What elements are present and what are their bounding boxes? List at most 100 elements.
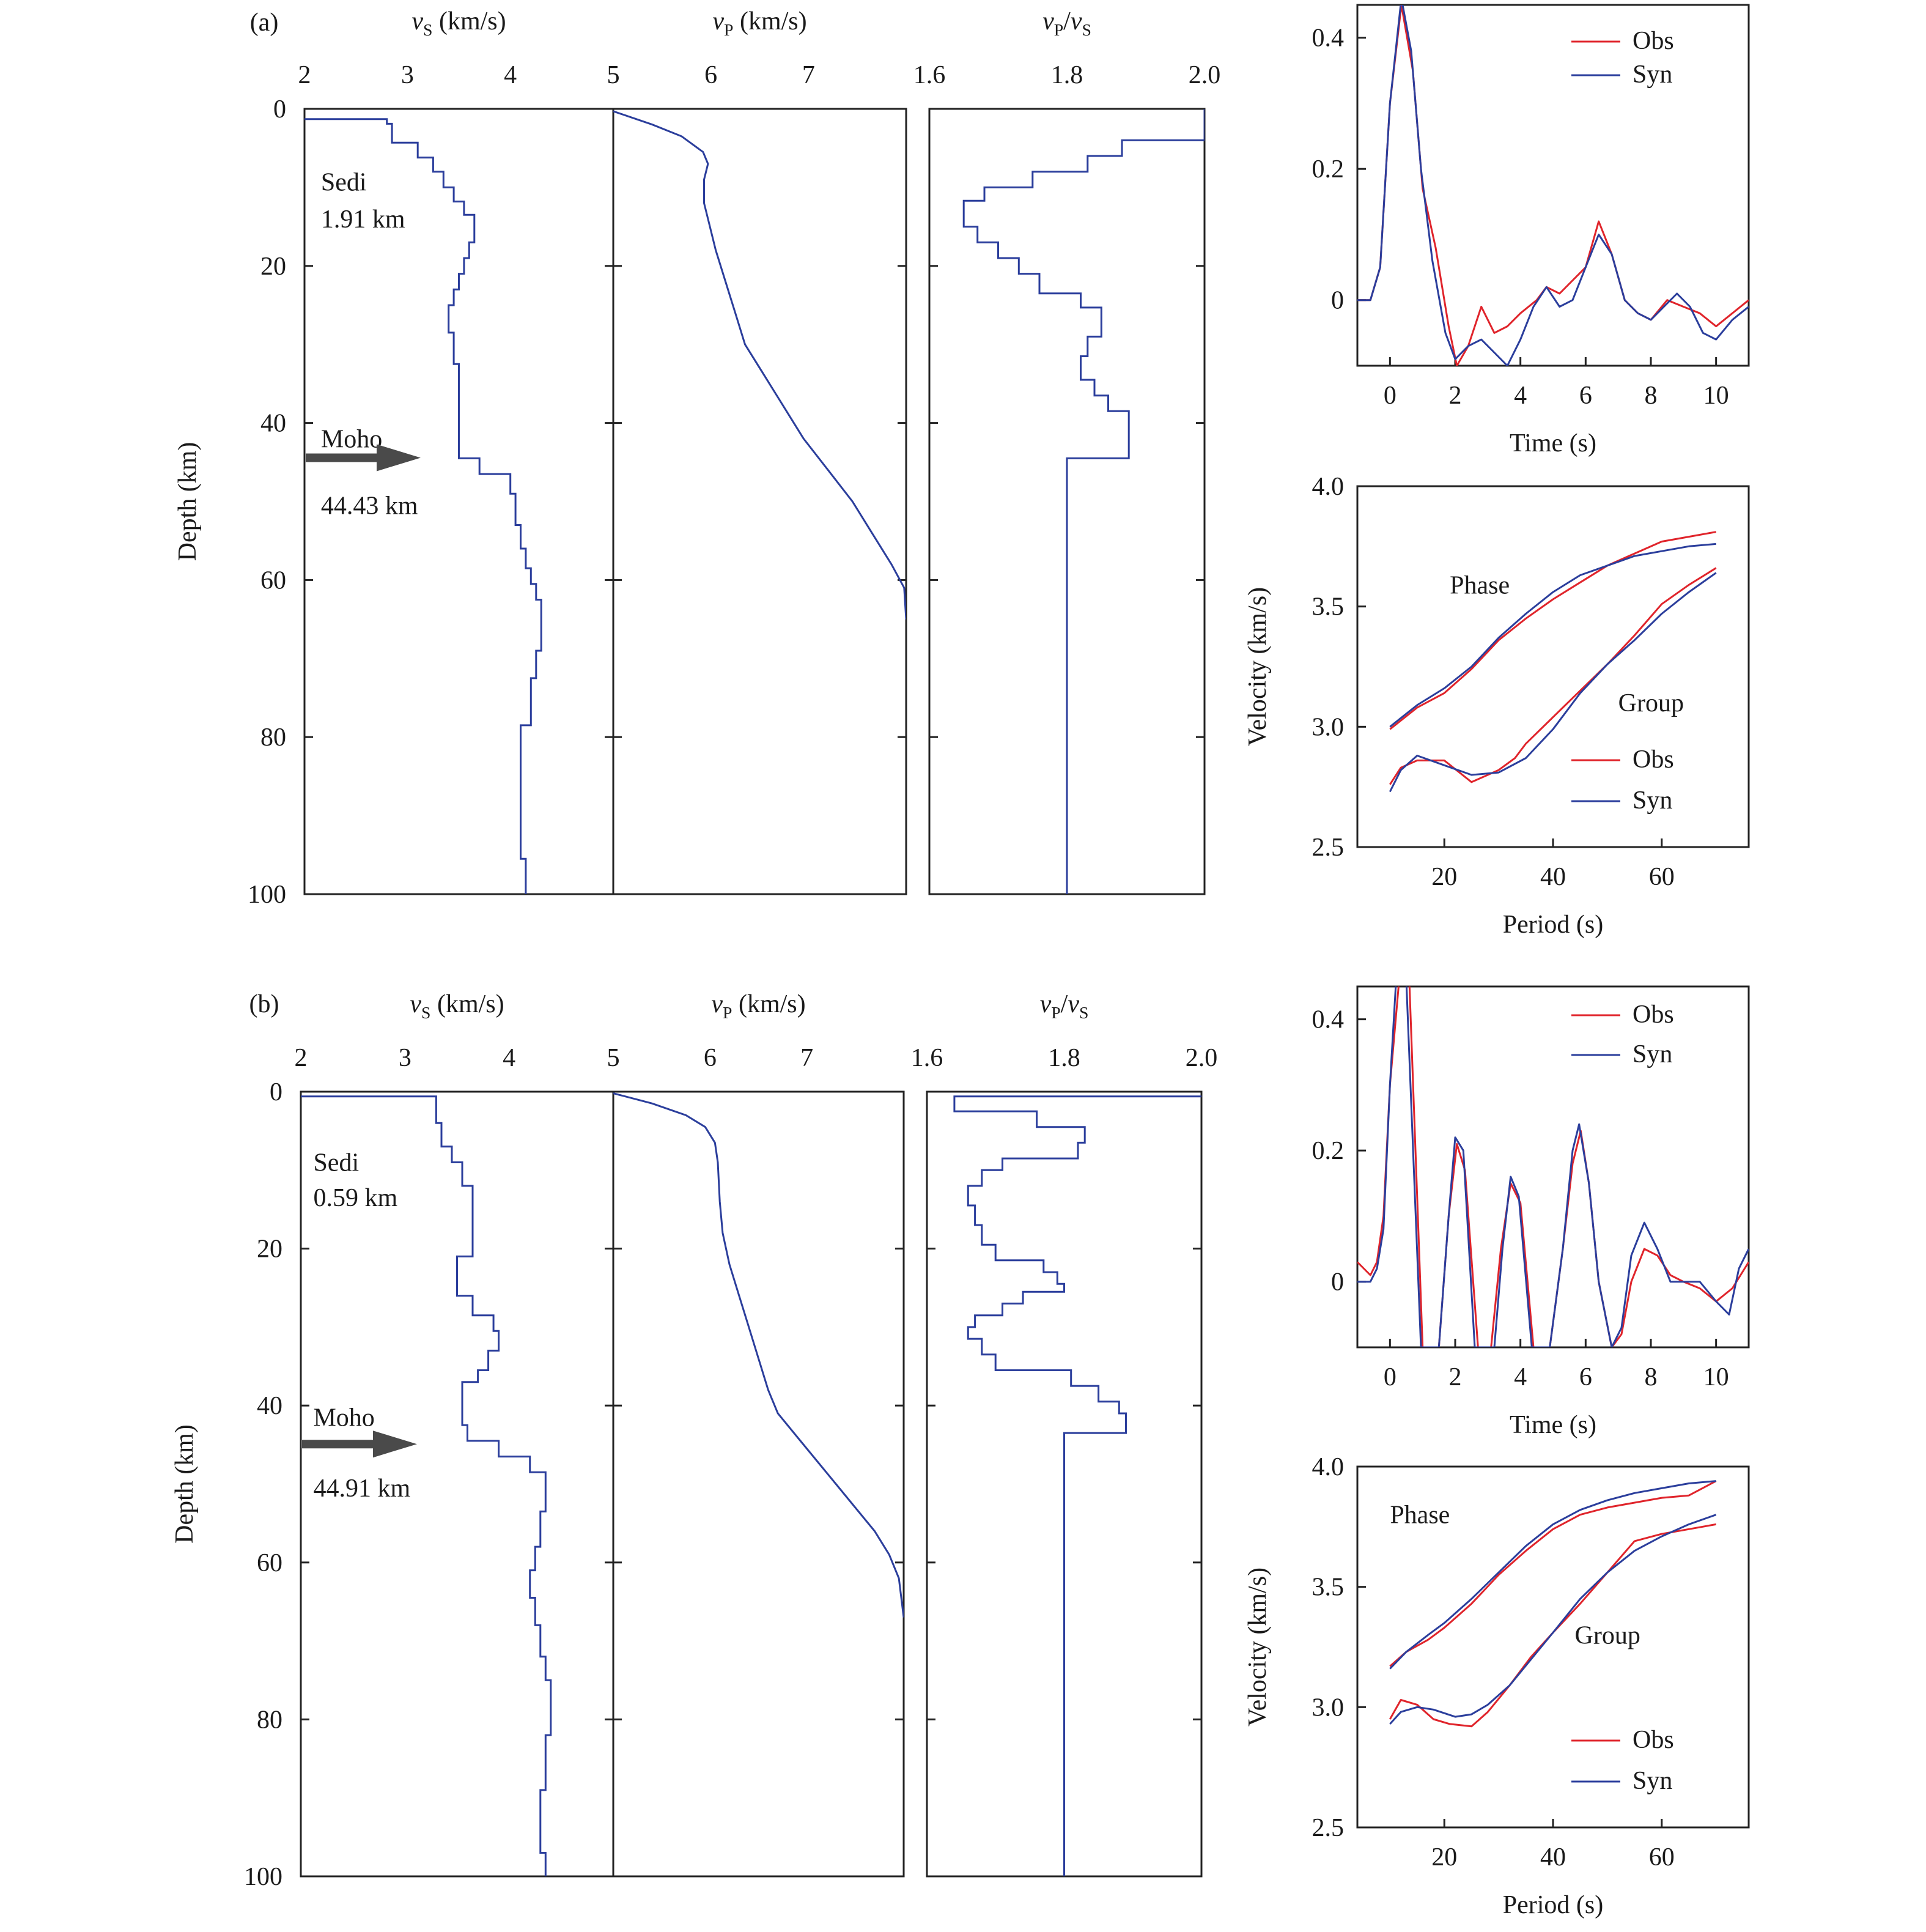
depth-axis-title: Depth (km) [171, 1424, 199, 1544]
vpvs-profile-line [962, 109, 1205, 894]
disp-group-obs [1389, 567, 1717, 785]
rf-x-axis-title: Time (s) [1510, 1411, 1596, 1439]
depth-tick-label: 40 [260, 410, 286, 438]
vp-frame [612, 1090, 905, 1878]
disp-curve-label: Group [1575, 1621, 1640, 1649]
vs-annotation: Moho [313, 1404, 374, 1432]
vs-annotation: 44.91 km [313, 1475, 410, 1503]
depth-tick-label: 60 [260, 566, 286, 594]
rf-x-axis-title: Time (s) [1510, 429, 1596, 457]
vs-annotation: Sedi [321, 168, 367, 196]
rf-series-syn [1357, 5, 1749, 366]
vpvs-panel: 1.6 1.8 2.0 vP/vS [913, 7, 1221, 895]
vp-tick-label: 7 [800, 1044, 813, 1072]
vp-tick-label: 5 [607, 61, 620, 89]
disp-x-tick-label: 20 [1431, 863, 1457, 891]
vs-axis-title: vS (km/s) [410, 990, 504, 1022]
vs-tick-label: 3 [401, 61, 414, 89]
dispersion-frame [1356, 485, 1750, 848]
disp-legend-label: Obs [1633, 746, 1674, 774]
rf-x-tick-label: 10 [1703, 1363, 1729, 1391]
vs-profile-line [301, 1095, 552, 1876]
panel-label: (a) [250, 9, 279, 37]
vs-panel: 2 3 4 5 vS (km/s) Sedi 0.59 km Moho 44.91 km [295, 990, 620, 1878]
rf-legend-label: Syn [1633, 61, 1672, 89]
rf-x-tick-label: 4 [1514, 1363, 1527, 1391]
disp-phase-syn [1389, 542, 1716, 728]
rf-panel: 0 2 4 6 8 10 0 0.2 0.4 Time (s) Obs Syn [1312, 4, 1750, 457]
rf-x-tick-label: 8 [1645, 382, 1658, 410]
disp-y-tick-label: 3.0 [1312, 713, 1345, 741]
vs-axis-title: vS (km/s) [411, 7, 506, 39]
vp-tick-label: 7 [802, 61, 815, 89]
depth-tick-label: 80 [257, 1706, 282, 1734]
vp-tick-label: 6 [704, 1044, 717, 1072]
disp-x-tick-label: 40 [1540, 1843, 1566, 1871]
rf-series-obs [1357, 5, 1749, 366]
rf-legend-label: Obs [1633, 27, 1674, 55]
vs-tick-label: 5 [607, 61, 620, 89]
vs-tick-label: 3 [399, 1044, 411, 1072]
rf-x-tick-label: 2 [1449, 382, 1462, 410]
depth-tick-label: 0 [270, 1078, 282, 1106]
panel-label: (b) [249, 990, 279, 1018]
disp-legend-label: Syn [1633, 786, 1672, 815]
rf-legend-label: Obs [1633, 1001, 1674, 1029]
dispersion-panel: 20 40 60 2.5 3.0 3.5 4.0 Period (s) Velocity (km… [1244, 1453, 1750, 1919]
vp-tick-label: 6 [704, 61, 717, 89]
vs-tick-label: 2 [298, 61, 311, 89]
disp-group-syn [1389, 1514, 1717, 1725]
vs-tick-label: 2 [295, 1044, 308, 1072]
disp-y-tick-label: 3.5 [1312, 1574, 1345, 1602]
depth-tick-label: 40 [257, 1392, 282, 1420]
vpvs-axis-title: vP/vS [1040, 990, 1089, 1022]
disp-x-tick-label: 40 [1540, 863, 1566, 891]
rf-x-tick-label: 6 [1579, 382, 1592, 410]
vs-profile-line [304, 118, 542, 894]
rf-x-tick-label: 2 [1449, 1363, 1462, 1391]
vp-frame [612, 108, 907, 895]
depth-tick-label: 80 [260, 724, 286, 752]
rf-x-tick-label: 8 [1645, 1363, 1658, 1391]
disp-y-axis-title: Velocity (km/s) [1244, 587, 1272, 746]
depth-tick-label: 20 [257, 1235, 282, 1264]
vp-axis-title: vP (km/s) [711, 990, 805, 1022]
vp-panel: 5 6 7 vP (km/s) [607, 990, 905, 1878]
vpvs-axis-title: vP/vS [1042, 7, 1091, 39]
rf-x-tick-label: 10 [1703, 382, 1729, 410]
disp-phase-obs [1389, 1480, 1717, 1667]
disp-y-tick-label: 4.0 [1312, 473, 1345, 501]
vpvs-tick-label: 1.8 [1048, 1044, 1080, 1072]
depth-axis-title: Depth (km) [174, 442, 202, 561]
vs-annotation: 1.91 km [321, 205, 405, 234]
vs-tick-label: 4 [504, 61, 517, 89]
vpvs-tick-label: 2.0 [1189, 61, 1221, 89]
disp-group-syn [1389, 572, 1717, 793]
rf-y-tick-label: 0.4 [1312, 1006, 1345, 1034]
vs-panel: 2 3 4 5 vS (km/s) Sedi 1.91 km Moho 44.43 km [298, 7, 620, 895]
vp-panel: 5 6 7 vP (km/s) [607, 7, 907, 895]
rf-y-tick-label: 0 [1331, 287, 1344, 315]
rf-y-tick-label: 0 [1331, 1268, 1344, 1297]
disp-phase-obs [1389, 531, 1716, 730]
vp-profile-line [613, 110, 906, 620]
moho-arrow-icon [373, 1430, 417, 1458]
vs-tick-label: 4 [503, 1044, 515, 1072]
depth-tick-label: 100 [248, 881, 286, 909]
disp-y-tick-label: 2.5 [1312, 1814, 1345, 1842]
disp-legend-label: Syn [1633, 1767, 1672, 1795]
vs-tick-label: 5 [607, 1044, 620, 1072]
moho-arrow-icon [377, 444, 421, 472]
vp-profile-line [613, 1092, 904, 1618]
rf-y-tick-label: 0.2 [1312, 1137, 1345, 1165]
vpvs-profile-line [953, 1095, 1201, 1876]
rf-x-tick-label: 6 [1579, 1363, 1592, 1391]
disp-curve-label: Phase [1450, 571, 1510, 599]
disp-y-tick-label: 3.5 [1312, 593, 1345, 621]
rf-frame [1356, 4, 1750, 367]
vpvs-tick-label: 1.6 [913, 61, 946, 89]
disp-y-tick-label: 2.5 [1312, 834, 1345, 862]
depth-tick-label: 60 [257, 1549, 282, 1577]
